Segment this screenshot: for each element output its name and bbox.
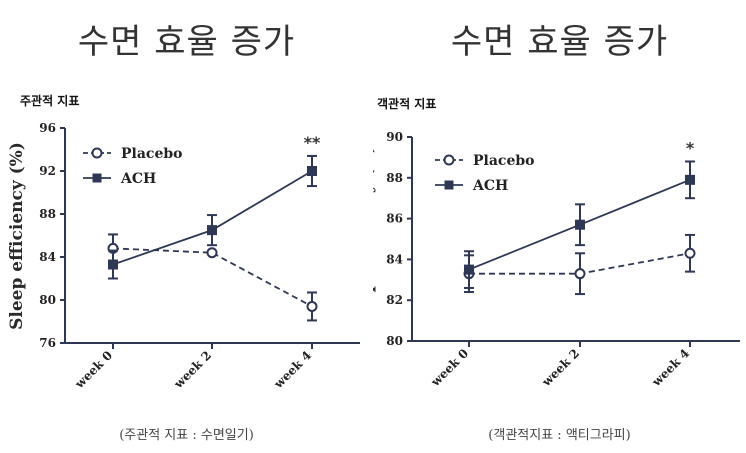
plot-group: 76 80 84 88 92 96 week 0 week 2 week 4 Sleep effi… — [7, 121, 360, 392]
data-point-ach — [685, 174, 695, 185]
y-tick-label: 84 — [39, 250, 56, 264]
y-tick-label: 82 — [386, 293, 403, 307]
data-point-ach — [207, 225, 217, 236]
legend-marker — [443, 154, 455, 166]
y-tick-label: 76 — [39, 336, 56, 350]
data-point-ach — [307, 166, 317, 176]
chart-title: 수면 효율 증가 — [77, 22, 296, 62]
data-point-ach — [575, 219, 585, 230]
x-tick-label: week 4 — [649, 346, 692, 389]
plot-group: 80 82 84 86 88 90 week 0 week 2 week 4 Sleep effi… — [373, 130, 740, 390]
x-tick-label: week 0 — [428, 346, 471, 389]
y-tick-label: 88 — [386, 171, 403, 185]
y-tick-label: 96 — [39, 121, 56, 135]
y-tick-label: 90 — [386, 130, 403, 144]
legend-label: ACH — [120, 171, 156, 187]
legend-label: Placebo — [121, 146, 182, 162]
series-line-placebo — [112, 247, 313, 308]
y-tick-label: 80 — [386, 334, 403, 348]
legend-marker — [444, 180, 454, 190]
chart-subtitle: 주관적 지표 — [20, 94, 80, 108]
data-point-placebo — [684, 247, 696, 259]
y-axis-label: Sleep efficiency (%) — [373, 145, 377, 333]
chart-caption: (주관적 지표 : 수면일기) — [119, 428, 254, 443]
data-point-placebo — [206, 247, 218, 259]
data-point-ach — [108, 259, 118, 270]
y-tick-label: 80 — [39, 293, 56, 307]
y-tick-label: 84 — [386, 252, 403, 266]
chart-caption: (객관적지표 : 액티그라피) — [488, 428, 631, 443]
y-axis-label: Sleep efficiency (%) — [7, 142, 27, 330]
x-tick-label: week 2 — [539, 346, 582, 389]
y-tick-label: 92 — [39, 164, 56, 178]
significance-marker: * — [686, 138, 695, 157]
legend-marker — [92, 173, 102, 183]
significance-marker: ** — [304, 133, 321, 152]
sleep-efficiency-chart-subjective: 76 80 84 88 92 96 week 0 week 2 week 4 Sleep effi… — [7, 121, 360, 392]
sleep-efficiency-chart-objective: 80 82 84 86 88 90 week 0 week 2 week 4 Sleep effi… — [373, 130, 740, 390]
data-point-ach — [464, 264, 474, 275]
data-point-placebo — [574, 268, 586, 280]
chart-title: 수면 효율 증가 — [450, 22, 669, 62]
data-point-placebo — [306, 300, 318, 312]
legend-marker — [91, 147, 103, 159]
chart-subtitle: 객관적 지표 — [377, 97, 437, 111]
x-tick-label: week 2 — [171, 348, 214, 391]
chart-panel-objective: 수면 효율 증가 객관적 지표 80 82 84 86 88 90 week 0 week 2… — [373, 0, 746, 453]
y-tick-label: 86 — [386, 212, 403, 226]
x-tick-label: week 0 — [72, 348, 115, 391]
chart-panel-subjective: 수면 효율 증가 주관적 지표 76 80 84 88 92 96 week 0 week 2… — [7, 22, 360, 443]
y-tick-label: 88 — [39, 207, 56, 221]
x-tick-label: week 4 — [271, 348, 314, 391]
legend-label: Placebo — [473, 153, 534, 169]
legend-label: ACH — [472, 178, 508, 194]
